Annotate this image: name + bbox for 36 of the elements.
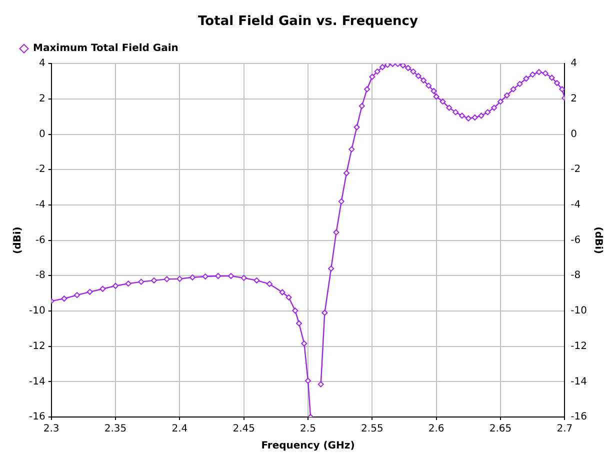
x-tick-label: 2.55	[361, 424, 384, 435]
y-tick-label: -14	[28, 376, 46, 388]
x-tick-label: 2.6	[428, 424, 444, 435]
x-tick-label: 2.65	[489, 424, 512, 435]
y-tick-label: -2	[35, 164, 46, 176]
y2-tick-label: -2	[570, 164, 581, 176]
y2-tick-label: -8	[570, 270, 581, 282]
x-tick-label: 2.35	[104, 424, 127, 435]
y2-tick-label: -4	[570, 200, 581, 211]
y-tick-label: -12	[28, 340, 46, 352]
x-tick-label: 2.5	[300, 424, 316, 435]
y2-tick-label: -6	[570, 234, 581, 246]
y-tick-label: -6	[35, 234, 46, 246]
y2-tick-label: 2	[570, 94, 578, 105]
y-tick-label: 4	[38, 58, 46, 70]
y2-tick-label: -10	[570, 306, 588, 317]
chart-title: Total Field Gain vs. Frequency	[198, 14, 418, 30]
y-tick-label: -10	[28, 306, 46, 317]
y2-tick-label: 4	[570, 58, 578, 70]
y-tick-label: -16	[28, 412, 46, 423]
y-tick-label: -4	[35, 200, 46, 211]
y2-tick-label: -14	[570, 376, 588, 388]
y2-tick-label: -16	[570, 412, 588, 423]
x-tick-label: 2.45	[232, 424, 255, 435]
y-axis-title: (dBi)	[12, 226, 24, 254]
x-tick-label: 2.7	[556, 424, 573, 435]
y2-axis-title: (dBi)	[592, 226, 604, 254]
y2-tick-label: 0	[570, 128, 578, 140]
y-tick-label: 2	[38, 94, 46, 105]
y-tick-label: 0	[38, 128, 46, 140]
x-tick-label: 2.4	[172, 424, 188, 435]
y-tick-label: -8	[35, 270, 46, 282]
x-tick-label: 2.3	[43, 424, 60, 435]
x-axis-title: Frequency (GHz)	[261, 440, 355, 452]
legend-label: Maximum Total Field Gain	[33, 43, 178, 54]
y2-tick-label: -12	[570, 340, 588, 352]
